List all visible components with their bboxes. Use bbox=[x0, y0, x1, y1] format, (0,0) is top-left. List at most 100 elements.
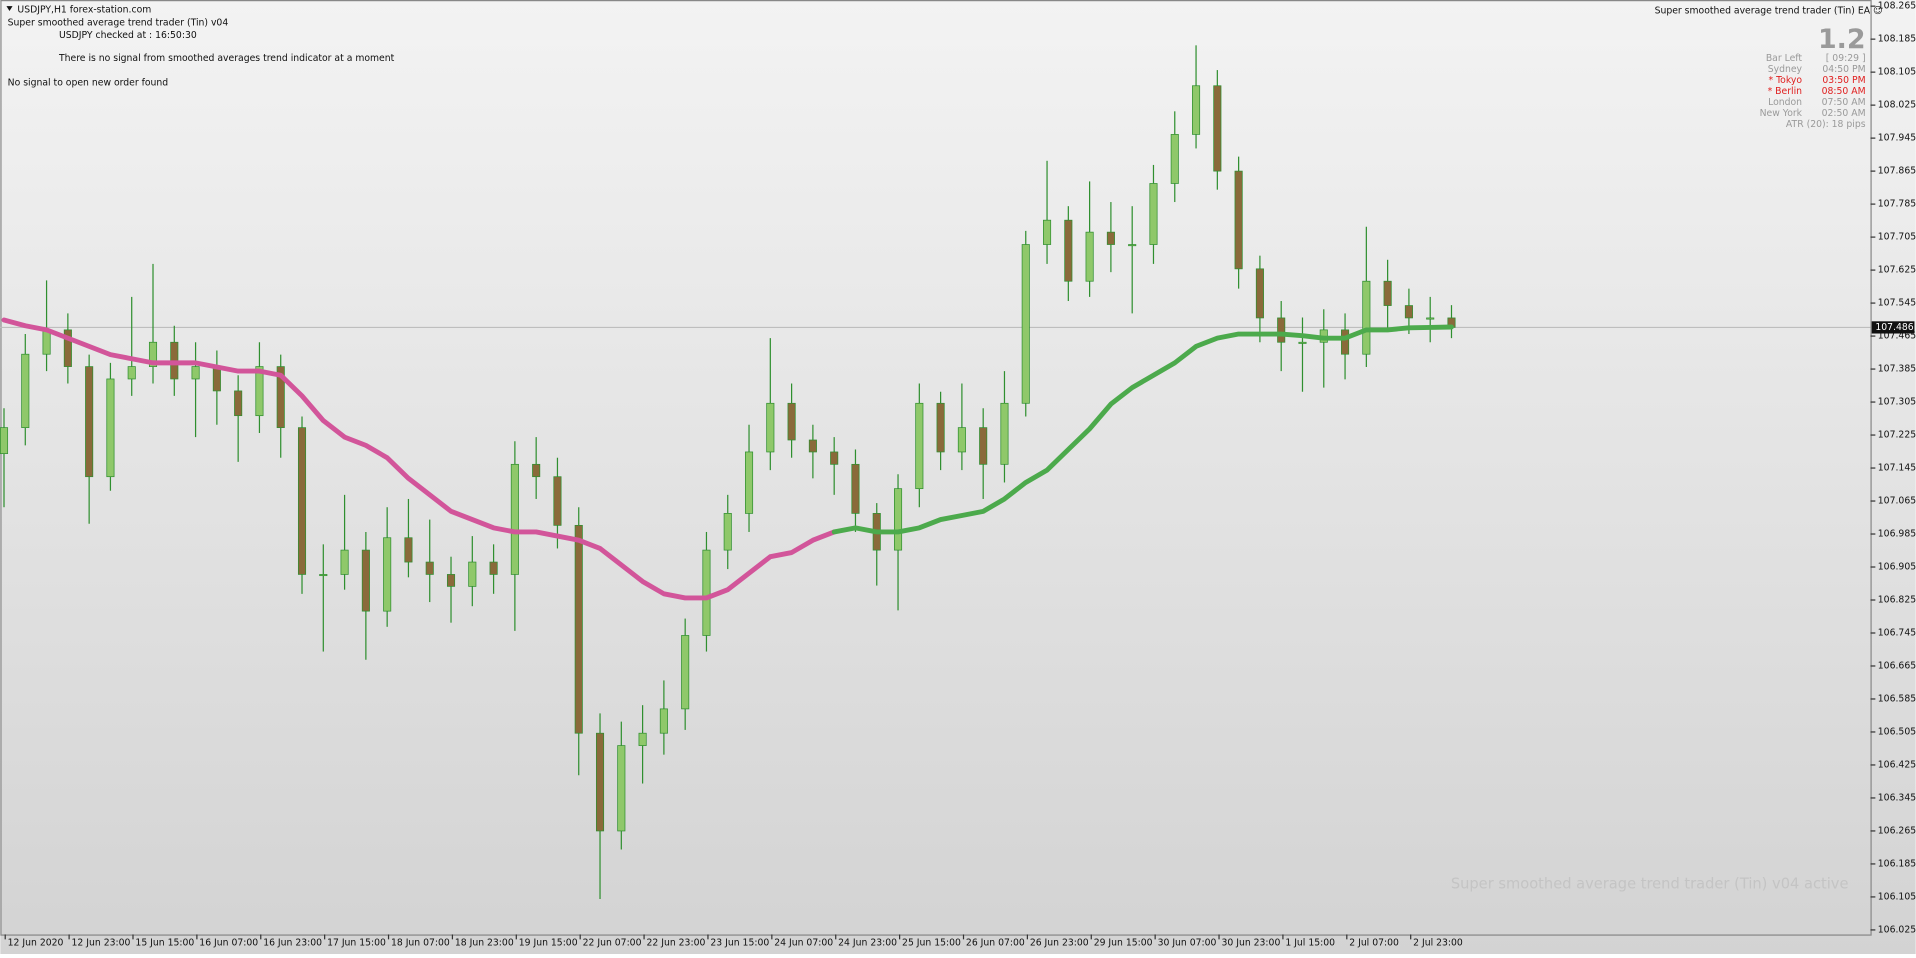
x-tick-label: 16 Jun 23:00 bbox=[263, 938, 322, 949]
candle-body bbox=[808, 439, 817, 453]
y-tick-label: 107.785 bbox=[1878, 199, 1916, 210]
clock-value: 08:50 AM bbox=[1822, 86, 1866, 97]
candle-body bbox=[297, 427, 307, 575]
candle-body bbox=[1106, 231, 1115, 245]
x-tick-label: 15 Jun 15:00 bbox=[135, 938, 194, 949]
x-tick-label: 26 Jun 23:00 bbox=[1030, 938, 1089, 949]
candle-body bbox=[21, 353, 30, 428]
candle-body bbox=[1000, 402, 1009, 465]
x-tick-label: 24 Jun 23:00 bbox=[838, 938, 897, 949]
y-tick-label: 108.265 bbox=[1878, 1, 1916, 12]
candle-body bbox=[234, 390, 243, 417]
candle-body bbox=[255, 366, 264, 417]
candle-body bbox=[851, 463, 860, 514]
candle-body bbox=[106, 378, 115, 478]
x-tick-label: 12 Jun 2020 bbox=[8, 938, 64, 949]
x-tick-label: 22 Jun 23:00 bbox=[647, 938, 706, 949]
candle-body bbox=[1192, 85, 1201, 135]
candle-body bbox=[595, 732, 605, 832]
candle-body bbox=[553, 476, 562, 526]
candle-body bbox=[425, 561, 434, 575]
x-tick-label: 25 Jun 15:00 bbox=[902, 938, 961, 949]
y-tick-label: 107.465 bbox=[1878, 331, 1916, 342]
candle-body bbox=[85, 366, 94, 478]
candle-body bbox=[1064, 219, 1073, 282]
candle-body bbox=[1255, 268, 1264, 319]
clock-label: * Tokyo bbox=[1769, 75, 1803, 86]
y-tick-label: 106.105 bbox=[1878, 891, 1916, 902]
candle-body bbox=[1277, 317, 1286, 343]
y-tick-label: 106.985 bbox=[1878, 529, 1916, 540]
x-tick-label: 23 Jun 15:00 bbox=[710, 938, 769, 949]
candle-body bbox=[979, 427, 988, 465]
x-tick-label: 19 Jun 15:00 bbox=[519, 938, 578, 949]
candle-body bbox=[319, 574, 328, 577]
x-tick-label: 22 Jun 07:00 bbox=[583, 938, 642, 949]
clock-value: [ 09:29 ] bbox=[1826, 53, 1866, 64]
candle-body bbox=[617, 745, 626, 832]
x-tick-label: 29 Jun 15:00 bbox=[1094, 938, 1153, 949]
x-tick-label: 2 Jul 23:00 bbox=[1413, 938, 1463, 949]
y-tick-label: 107.305 bbox=[1878, 397, 1916, 408]
clock-label: Bar Left bbox=[1766, 53, 1803, 64]
y-tick-label: 106.505 bbox=[1878, 726, 1916, 737]
candle-body bbox=[1213, 85, 1222, 172]
candle-body bbox=[42, 329, 51, 355]
y-tick-label: 106.905 bbox=[1878, 562, 1916, 573]
candle-body bbox=[574, 524, 583, 734]
clock-label: London bbox=[1768, 97, 1802, 108]
candle-body bbox=[1149, 183, 1158, 245]
moving-average bbox=[1, 317, 837, 601]
y-tick-label: 106.425 bbox=[1878, 759, 1916, 770]
y-tick-label: 106.025 bbox=[1878, 924, 1916, 935]
candle-body bbox=[787, 402, 796, 441]
y-tick-label: 106.265 bbox=[1878, 825, 1916, 836]
candle-body bbox=[489, 561, 498, 575]
candle-body bbox=[63, 329, 72, 367]
y-tick-label: 107.945 bbox=[1878, 133, 1916, 144]
y-tick-label: 107.145 bbox=[1878, 463, 1916, 474]
clock-label: Sydney bbox=[1768, 64, 1803, 75]
candle-body bbox=[638, 732, 647, 746]
candle-body bbox=[1170, 134, 1179, 184]
x-tick-label: 26 Jun 07:00 bbox=[966, 938, 1025, 949]
candle-body bbox=[830, 451, 839, 465]
candle-body bbox=[745, 451, 754, 514]
y-tick-label: 106.665 bbox=[1878, 660, 1916, 671]
y-tick-label: 107.385 bbox=[1878, 364, 1916, 375]
candle-body bbox=[1234, 170, 1243, 270]
plot-area bbox=[0, 45, 1871, 899]
y-tick-label: 106.745 bbox=[1878, 627, 1916, 638]
candle-body bbox=[340, 549, 349, 575]
y-tick-label: 107.865 bbox=[1878, 166, 1916, 177]
clock-value: 04:50 PM bbox=[1822, 64, 1865, 75]
price-tag-box bbox=[1871, 321, 1915, 334]
candle-body bbox=[383, 537, 392, 612]
candle-body bbox=[1128, 244, 1137, 247]
clock-value: 07:50 AM bbox=[1822, 97, 1866, 108]
x-tick-label: 24 Jun 07:00 bbox=[774, 938, 833, 949]
moving-average bbox=[831, 324, 1454, 535]
version: 1.2 bbox=[1818, 24, 1866, 55]
y-tick-label: 107.625 bbox=[1878, 265, 1916, 276]
candle-body bbox=[191, 366, 200, 380]
y-tick-label: 106.825 bbox=[1878, 595, 1916, 606]
x-tick-label: 30 Jun 23:00 bbox=[1221, 938, 1280, 949]
candle-body bbox=[915, 402, 924, 490]
y-tick-label: 108.105 bbox=[1878, 67, 1916, 78]
candle-body bbox=[532, 463, 541, 478]
y-tick-label: 106.585 bbox=[1878, 693, 1916, 704]
watermark: Super smoothed average trend trader (Tin… bbox=[1451, 875, 1849, 892]
candle-body bbox=[766, 402, 775, 453]
candle-body bbox=[127, 366, 136, 380]
y-tick-label: 106.345 bbox=[1878, 792, 1916, 803]
symbol: USDJPY,H1 forex-station.com bbox=[17, 4, 151, 15]
candle-body bbox=[212, 366, 221, 392]
candle-body bbox=[1362, 280, 1371, 355]
candle-body bbox=[0, 427, 9, 454]
y-tick-label: 108.025 bbox=[1878, 100, 1916, 111]
candle-body bbox=[361, 549, 370, 612]
